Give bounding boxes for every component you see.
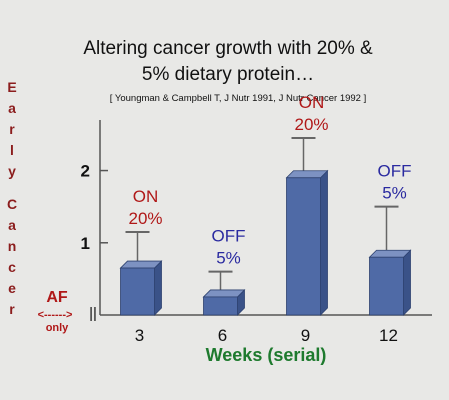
bar-annotation: OFF: [212, 227, 246, 246]
bar-annotation: 5%: [216, 249, 241, 268]
bar: [286, 177, 321, 316]
chart-title-line-2: 5% dietary protein…: [142, 64, 314, 85]
y-tick-label: 1: [81, 234, 90, 253]
bar-annotation: 5%: [382, 184, 407, 203]
bar-annotation: 20%: [294, 115, 328, 134]
bar-top: [285, 170, 329, 179]
y-label-letter: e: [8, 280, 16, 296]
bar-annotation: ON: [299, 93, 325, 112]
y-label-letter: C: [7, 196, 17, 212]
y-tick-label: 2: [81, 162, 90, 181]
af-marker: AF <------> only ||: [38, 289, 97, 334]
y-label-letter: y: [8, 163, 16, 179]
bar-top: [119, 260, 163, 269]
y-label-letter: a: [8, 217, 16, 233]
bar-side: [320, 169, 328, 316]
chart-title-line-1: Altering cancer growth with 20% &: [83, 38, 373, 59]
axis-break-mark: ||: [89, 305, 97, 322]
x-axis-label: Weeks (serial): [206, 345, 327, 365]
bar: [369, 256, 404, 316]
y-label-letter: r: [9, 301, 15, 317]
y-label-letter: c: [8, 259, 16, 275]
y-label-letter: n: [8, 238, 17, 254]
x-tick-label: 6: [218, 326, 227, 345]
y-label-letter: l: [10, 142, 14, 158]
x-tick-label: 12: [379, 326, 398, 345]
y-label-letter: E: [7, 79, 16, 95]
af-label: AF: [46, 289, 68, 306]
af-sub: only: [46, 322, 69, 334]
chart-citation: [ Youngman & Campbell T, J Nutr 1991, J …: [110, 93, 366, 104]
bar-side: [403, 249, 411, 316]
bar-annotation: ON: [133, 187, 159, 206]
x-tick-label: 3: [135, 326, 144, 345]
bar: [120, 267, 155, 316]
bar: [203, 296, 238, 316]
bar-side: [154, 260, 162, 316]
y-label-letter: r: [9, 121, 15, 137]
bar-annotation: OFF: [378, 162, 412, 181]
x-tick-label: 9: [301, 326, 310, 345]
y-label-letter: a: [8, 100, 16, 116]
bar-annotation: 20%: [128, 209, 162, 228]
af-arrow: <------>: [38, 309, 73, 321]
bar-top: [202, 289, 246, 298]
bar-top: [368, 249, 412, 258]
